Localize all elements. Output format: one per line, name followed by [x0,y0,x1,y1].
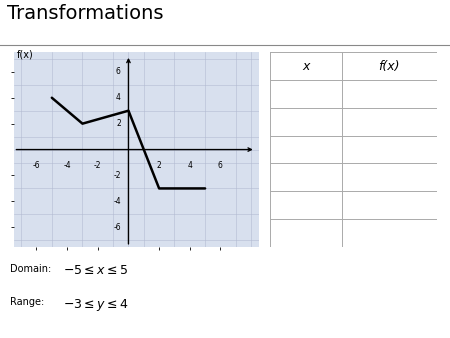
Text: 6: 6 [116,67,121,76]
Text: 4: 4 [116,93,121,102]
Text: f(x): f(x) [17,50,33,60]
Text: f(x): f(x) [378,60,400,73]
Text: 4: 4 [187,161,192,170]
Text: 6: 6 [218,161,223,170]
Text: -4: -4 [113,197,121,206]
Text: -2: -2 [113,171,121,180]
Text: x: x [302,60,310,73]
Text: $-5 \leq x \leq 5$: $-5 \leq x \leq 5$ [63,264,128,277]
Text: -6: -6 [113,223,121,232]
Text: -4: -4 [63,161,71,170]
Text: Range:: Range: [10,297,45,307]
Text: -2: -2 [94,161,102,170]
Text: 2: 2 [157,161,162,170]
Text: $-3 \leq y \leq 4$: $-3 \leq y \leq 4$ [63,297,128,313]
Text: -6: -6 [33,161,40,170]
Text: Domain:: Domain: [10,264,52,274]
Text: 2: 2 [116,119,121,128]
Text: Transformations: Transformations [7,4,163,23]
